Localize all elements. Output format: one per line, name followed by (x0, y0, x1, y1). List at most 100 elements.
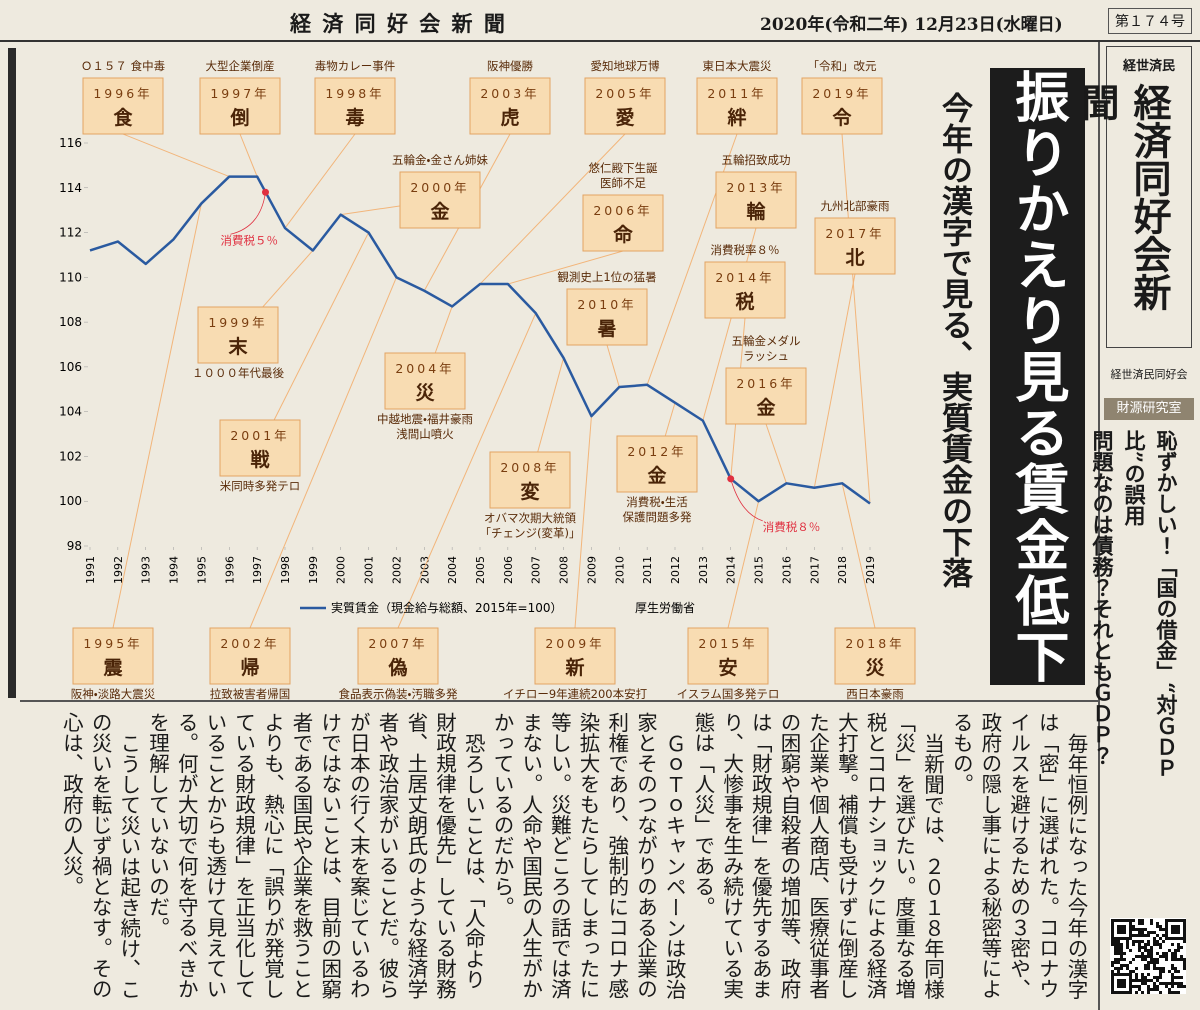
qr-cell (1180, 982, 1183, 985)
paragraph: ＧｏＴｏキャンペーンは政治家とそのつながりのある企業の利権であり、強制的にコロナ… (489, 712, 687, 999)
x-tick-label: 2007 (530, 556, 543, 584)
kanji-box-frame (834, 627, 916, 685)
kanji-box-frame (704, 261, 786, 319)
qr-cell (1162, 928, 1165, 931)
qr-cell (1177, 985, 1180, 988)
qr-cell (1156, 943, 1159, 946)
kanji: 愛 (615, 107, 634, 129)
x-tick-label: 2003 (418, 556, 431, 584)
issue-number: 第１７４号 (1108, 8, 1192, 34)
qr-cell (1171, 955, 1174, 958)
kanji-note: 食品表示偽装・汚職多発 (339, 687, 458, 700)
qr-cell (1168, 982, 1171, 985)
qr-cell (1183, 985, 1186, 988)
kanji: 変 (520, 480, 539, 503)
sidebar-headline: 恥ずかしい！「国の借金」“対ＧＤＰ比”の誤用 問題なのは債務？それともＧＤＰ？ (1090, 430, 1182, 830)
qr-cell (1147, 931, 1150, 934)
qr-cell (1141, 940, 1144, 943)
qr-cell (1156, 940, 1159, 943)
kanji: 食 (113, 106, 132, 129)
connector-line (479, 133, 626, 285)
qr-cell (1150, 946, 1153, 949)
x-tick-label: 1992 (112, 556, 125, 584)
qr-cell (1156, 958, 1159, 961)
qr-cell (1141, 934, 1144, 937)
qr-cell (1147, 934, 1150, 937)
qr-cell (1135, 979, 1138, 982)
kanji: 災 (865, 657, 885, 679)
qr-cell (1135, 985, 1138, 988)
qr-cell (1150, 979, 1153, 982)
kanji: 毒 (345, 106, 364, 129)
x-tick-label: 2009 (585, 556, 598, 584)
qr-cell (1114, 958, 1117, 961)
qr-cell (1135, 955, 1138, 958)
kanji-note: オバマ次期大統領 (484, 511, 576, 525)
qr-cell (1159, 943, 1162, 946)
kanji-box-frame (197, 306, 279, 364)
x-tick-label: 1991 (84, 556, 97, 584)
qr-cell (1141, 979, 1144, 982)
qr-cell (1141, 982, 1144, 985)
qr-cell (1165, 955, 1168, 958)
kanji-year: 1998年 (325, 86, 384, 101)
x-tick-label: 2001 (363, 556, 376, 584)
qr-cell (1147, 949, 1150, 952)
qr-cell (1120, 967, 1123, 970)
kanji-note: 五輪招致成功 (722, 153, 791, 167)
kanji-note: 阪神優勝 (487, 59, 533, 73)
kanji-note: 観測史上1位の猛暑 (557, 270, 656, 284)
qr-cell (1123, 958, 1126, 961)
qr-cell (1144, 958, 1147, 961)
qr-cell (1171, 964, 1174, 967)
kanji-year: 2009年 (545, 636, 604, 651)
qr-cell (1174, 952, 1177, 955)
qr-cell (1162, 967, 1165, 970)
qr-cell (1117, 925, 1126, 934)
kanji: 末 (228, 335, 248, 358)
qr-cell (1174, 955, 1177, 958)
kanji-year: 2002年 (220, 636, 279, 651)
x-tick-label: 2005 (474, 556, 487, 584)
connector-line (249, 277, 397, 629)
qr-cell (1117, 952, 1120, 955)
qr-cell (1132, 940, 1135, 943)
qr-cell (1117, 967, 1120, 970)
kanji: 倒 (229, 107, 249, 129)
qr-cell (1150, 955, 1153, 958)
qr-cell (1156, 952, 1159, 955)
kanji-year: 2019年 (812, 86, 871, 101)
kanji-year: 2005年 (595, 86, 654, 101)
qr-cell (1144, 955, 1147, 958)
qr-cell (1120, 958, 1123, 961)
y-tick-label: 110 (59, 270, 82, 284)
qr-cell (1132, 928, 1135, 931)
qr-cell (1114, 940, 1117, 943)
x-tick-label: 1994 (168, 556, 181, 584)
kanji: 輪 (746, 200, 765, 223)
kanji-box-frame (219, 419, 301, 477)
column-rule (1098, 42, 1100, 1010)
qr-cell (1177, 943, 1180, 946)
kanji-box-frame (209, 627, 291, 685)
x-tick-label: 2018 (836, 556, 849, 584)
qr-cell (1162, 952, 1165, 955)
kanji: 震 (103, 657, 123, 679)
qr-cell (1111, 943, 1114, 946)
qr-cell (1147, 961, 1150, 964)
masthead-box: 経世済民 経済同好会新聞 (1075, 46, 1192, 348)
qr-cell (1144, 946, 1147, 949)
x-tick-label: 2011 (641, 556, 654, 584)
qr-cell (1153, 967, 1156, 970)
qr-cell (1117, 940, 1120, 943)
left-rule (8, 48, 16, 698)
qr-cell (1171, 973, 1174, 976)
qr-cell (1141, 952, 1144, 955)
qr-cell (1168, 949, 1171, 952)
qr-cell (1117, 946, 1120, 949)
